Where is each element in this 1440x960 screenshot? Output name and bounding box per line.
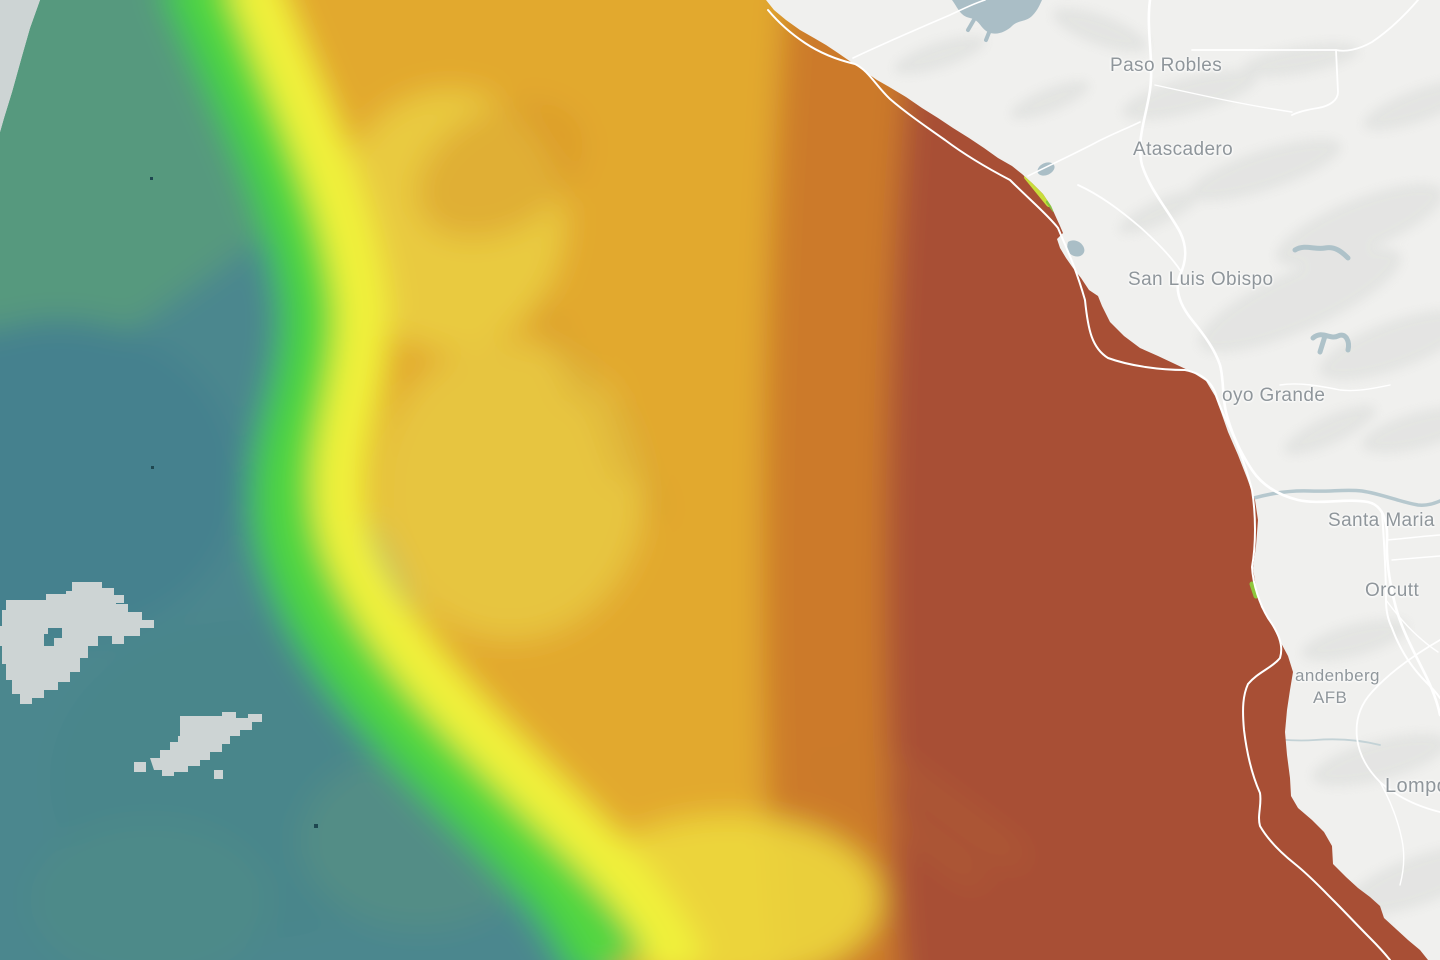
highway-101 xyxy=(1138,0,1440,717)
lake-nacimiento xyxy=(952,0,1042,34)
lake-nacimiento-branch xyxy=(966,16,992,42)
santa-maria-river xyxy=(1235,488,1440,507)
road-morro-to-slo xyxy=(1077,184,1181,271)
ocean-specks xyxy=(150,177,318,828)
road-paso-southeast xyxy=(1154,84,1293,113)
santa-margarita-lake xyxy=(1292,244,1351,261)
road-arroyo-inland xyxy=(1279,383,1391,392)
highway-1-coast-road xyxy=(767,9,1391,960)
lakes-layer xyxy=(952,0,1351,355)
road-morro-inland xyxy=(1027,121,1141,177)
roads-layer xyxy=(767,0,1440,960)
terrain-shading xyxy=(894,7,1440,960)
road-topright-diagonal xyxy=(1291,0,1419,116)
road-cayucos-inland xyxy=(852,0,986,59)
road-santa-maria-east xyxy=(1386,534,1440,561)
nodata-patch-dot xyxy=(214,770,223,779)
land-wedge-topleft xyxy=(0,0,40,132)
lopez-lake xyxy=(1310,332,1351,355)
road-lompoc-south xyxy=(1379,781,1405,886)
road-santa-maria-main xyxy=(1381,511,1440,699)
nodata-patches xyxy=(0,582,262,779)
road-santa-maria-branch xyxy=(1385,599,1439,653)
morro-bay-estuary xyxy=(1067,240,1085,257)
nodata-patch-main xyxy=(0,594,154,704)
nodata-patch-arm xyxy=(134,762,146,772)
road-lompoc-valley xyxy=(1355,639,1440,813)
nodata-patch-streak xyxy=(150,712,262,776)
